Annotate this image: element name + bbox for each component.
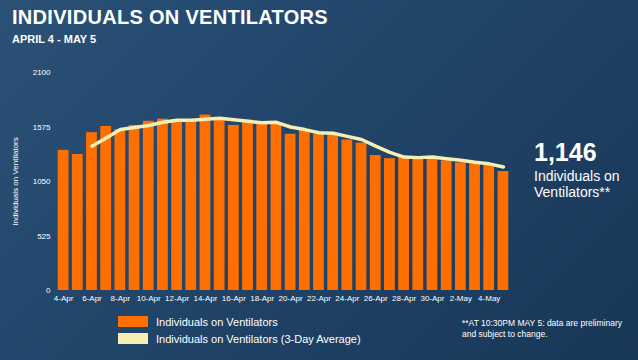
html-text:Individuals on Ventilators (3-: Individuals on Ventilators (3-Day Averag… <box>156 332 361 345</box>
svg-text:0: 0 <box>46 286 51 295</box>
svg-text:22-Apr: 22-Apr <box>307 294 331 303</box>
svg-text:14-Apr: 14-Apr <box>193 294 217 303</box>
svg-text:4-May: 4-May <box>478 294 500 303</box>
html-text:INDIVIDUALS ON VENTILATORS: INDIVIDUALS ON VENTILATORS <box>12 6 328 28</box>
svg-text:6-Apr: 6-Apr <box>82 294 102 303</box>
svg-text:16-Apr: 16-Apr <box>222 294 246 303</box>
svg-text:8-Apr: 8-Apr <box>111 294 131 303</box>
html-text:1,146: 1,146 <box>534 138 597 166</box>
svg-text:10-Apr: 10-Apr <box>137 294 161 303</box>
svg-text:12-Apr: 12-Apr <box>165 294 189 303</box>
svg-text:1575: 1575 <box>33 123 51 132</box>
svg-text:2-May: 2-May <box>450 294 472 303</box>
html-text:Individuals on Ventilators: Individuals on Ventilators <box>156 315 278 328</box>
html-text:Individuals on Ventilators**: Individuals on Ventilators** <box>534 168 620 200</box>
svg-text:24-Apr: 24-Apr <box>335 294 359 303</box>
svg-text:2100: 2100 <box>33 68 51 77</box>
svg-text:18-Apr: 18-Apr <box>250 294 274 303</box>
html-text:APRIL 4 - MAY 5: APRIL 4 - MAY 5 <box>12 33 97 45</box>
svg-text:4-Apr: 4-Apr <box>54 294 74 303</box>
svg-text:Individuals on Ventilators: Individuals on Ventilators <box>11 137 20 226</box>
svg-text:30-Apr: 30-Apr <box>420 294 444 303</box>
svg-text:28-Apr: 28-Apr <box>392 294 416 303</box>
html-text:**AT 10:30PM MAY 5: data are p: **AT 10:30PM MAY 5: data are preliminary… <box>462 318 622 339</box>
svg-text:26-Apr: 26-Apr <box>364 294 388 303</box>
svg-text:20-Apr: 20-Apr <box>279 294 303 303</box>
svg-text:1050: 1050 <box>33 177 51 186</box>
svg-text:525: 525 <box>37 232 51 241</box>
